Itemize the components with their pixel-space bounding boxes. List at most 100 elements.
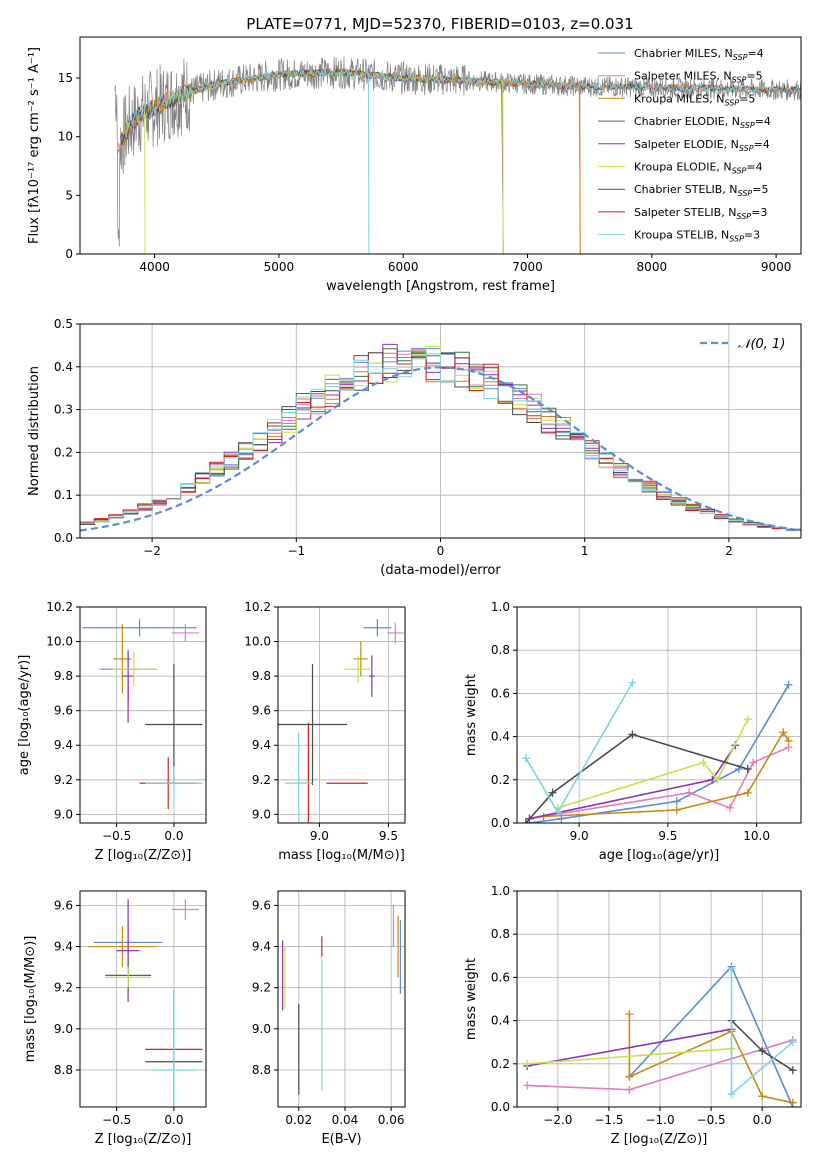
legend-model-name: Kroupa STELIB, N [634, 229, 729, 242]
weight_z-ytick-label: 0.2 [491, 1057, 510, 1071]
spectrum-panel: 4000 5000 6000 7000 8000 9000 0 5 10 15 wavelength… [27, 36, 802, 294]
legend-count: =5 [752, 183, 768, 196]
mass_ebv-xtick-label: 0.06 [378, 1113, 405, 1127]
weight_age-ytick-label: 0.6 [491, 686, 510, 700]
age_z-ytick-label: 10.0 [46, 635, 73, 649]
weight_z-plot-area [523, 962, 797, 1107]
weight_age-panel-background [517, 607, 801, 823]
weight_age-plot-area [521, 678, 793, 823]
weight_age-point-marker [784, 736, 793, 745]
age_z-frame [79, 606, 207, 824]
weight_age-point-marker [553, 808, 562, 817]
mass_z-ytick-label: 9.0 [54, 1022, 73, 1036]
weight_z-ytick-label: 1.0 [491, 884, 510, 898]
legend-model-name: Salpeter ELODIE, N [634, 138, 739, 151]
legend-subscript: SSP [739, 144, 754, 153]
age_z-panel-background [80, 607, 206, 823]
mass_z-ytick-label: 9.6 [54, 898, 73, 912]
mass_z-frame [79, 890, 207, 1108]
weight_z-ylabel: mass weight [464, 958, 479, 1040]
gaussian-reference-line [80, 366, 801, 532]
legend-subscript: SSP [740, 121, 755, 130]
mass_ebv-xtick-label: 0.04 [332, 1113, 359, 1127]
residuals-xtick-label: −1 [287, 544, 305, 558]
age_mass-ytick-label: 9.8 [252, 669, 271, 683]
legend-model-name: Chabrier MILES, N [634, 47, 733, 60]
legend-subscript: SSP [729, 235, 744, 244]
age_mass-frame [277, 606, 406, 824]
age_mass-errorbar-point [344, 655, 372, 684]
legend-count: =5 [739, 92, 755, 105]
age_mass-panel: 9.0 9.5 9.0 9.2 9.4 9.6 9.8 10.0 10.2 mass [log₁₀… [244, 600, 406, 863]
weight_z-panel: −2.0 −1.5 −1.0 −0.5 0.0 0.0 0.2 0.4 0.6 0.8 1.0 Z [… [464, 884, 802, 1147]
legend-subscript: SSP [738, 189, 753, 198]
age_mass-ytick-label: 9.6 [252, 704, 271, 718]
weight_age-point-marker [672, 797, 681, 806]
age_mass-errorbar-point [278, 664, 348, 785]
mass_z-errorbar-point [88, 925, 157, 968]
mass_ebv-xlabel: E(B-V) [321, 1132, 361, 1147]
age_mass-plot-area [278, 619, 404, 823]
mass_z-xlabel: Z [log₁₀(Z/Z⊙)] [95, 1132, 192, 1147]
age_mass-xtick-label: 9.0 [310, 829, 329, 843]
weight_age-point-marker [743, 715, 752, 724]
age_z-ytick-label: 9.6 [54, 704, 73, 718]
residuals-xlabel: (data-model)/error [380, 563, 501, 578]
weight_age-point-marker [784, 680, 793, 689]
spectrum-xtick-label: 7000 [512, 260, 543, 274]
age_z-xlabel: Z [log₁₀(Z/Z⊙)] [95, 848, 192, 863]
weight_age-frame [516, 606, 802, 824]
mass_z-xtick-label: 0.0 [164, 1113, 183, 1127]
legend-label: Salpeter STELIB, NSSP=3 [634, 206, 767, 221]
age_z-panel: −0.5 0.0 9.0 9.2 9.4 9.6 9.8 10.0 10.2 Z [log₁₀(Z… [17, 600, 207, 863]
mass_ebv-panel-background [278, 891, 405, 1107]
age_mass-ytick-label: 10.0 [244, 635, 271, 649]
weight_age-point-marker [685, 788, 694, 797]
residuals-ytick-label: 0.0 [54, 531, 73, 545]
mass_z-plot-area [88, 899, 203, 1107]
weight_z-point-marker [758, 1046, 767, 1055]
legend-subscript: SSP [733, 53, 748, 62]
weight_age-point-marker [749, 758, 758, 767]
weight_age-point-marker [672, 806, 681, 815]
weight_z-frame [516, 890, 802, 1108]
residual-histogram [80, 353, 801, 538]
mass_z-panel-background [80, 891, 206, 1107]
spectrum-ytick-label: 15 [58, 71, 73, 85]
weight_z-xlabel: Z [log₁₀(Z/Z⊙)] [611, 1132, 708, 1147]
age_mass-ytick-label: 9.2 [252, 773, 271, 787]
legend-model-name: Salpeter MILES, N [634, 70, 732, 83]
weight_age-ytick-label: 0.8 [491, 643, 510, 657]
residuals-panel: −2 −1 0 1 2 0.0 0.1 0.2 0.3 0.4 0.5 (data-model)/er… [27, 317, 802, 578]
weight_z-point-marker [788, 1038, 797, 1047]
residuals-ytick-label: 0.1 [54, 488, 73, 502]
spectrum-xlabel: wavelength [Angstrom, rest frame] [326, 279, 555, 294]
legend-count: =3 [751, 206, 767, 219]
weight_z-series-line [527, 1028, 732, 1067]
legend-label: Chabrier ELODIE, NSSP=4 [634, 115, 771, 130]
age_mass-errorbar-point [369, 655, 375, 697]
spectrum-ylabel: Flux [fλ10⁻¹⁷ erg cm⁻² s⁻¹ A⁻¹] [27, 47, 42, 244]
weight_age-xtick-label: 10.0 [743, 829, 770, 843]
weight_z-point-marker [625, 1010, 634, 1019]
legend-count: =5 [746, 70, 762, 83]
weight_z-point-marker [727, 1090, 736, 1099]
legend-model-name: Kroupa MILES, N [634, 92, 724, 105]
weight_age-ylabel: mass weight [464, 674, 479, 756]
weight_age-point-marker [521, 754, 530, 763]
mass_ebv-xtick-label: 0.02 [285, 1113, 312, 1127]
age_mass-xtick-label: 9.5 [379, 829, 398, 843]
weight_age-point-marker [548, 788, 557, 797]
weight_age-point-marker [726, 803, 734, 812]
legend-count: =3 [744, 229, 760, 242]
age_mass-errorbar-point [363, 619, 392, 637]
age_mass-ytick-label: 10.2 [244, 600, 271, 614]
figure-title: PLATE=0771, MJD=52370, FIBERID=0103, z=0… [246, 15, 633, 33]
legend-label: Chabrier MILES, NSSP=4 [634, 47, 764, 62]
weight_z-ytick-label: 0.0 [491, 1100, 510, 1114]
weight_z-panel-background [517, 891, 801, 1107]
legend-count: =4 [755, 115, 771, 128]
age_z-ytick-label: 9.2 [54, 773, 73, 787]
mass_ebv-frame [277, 890, 406, 1108]
